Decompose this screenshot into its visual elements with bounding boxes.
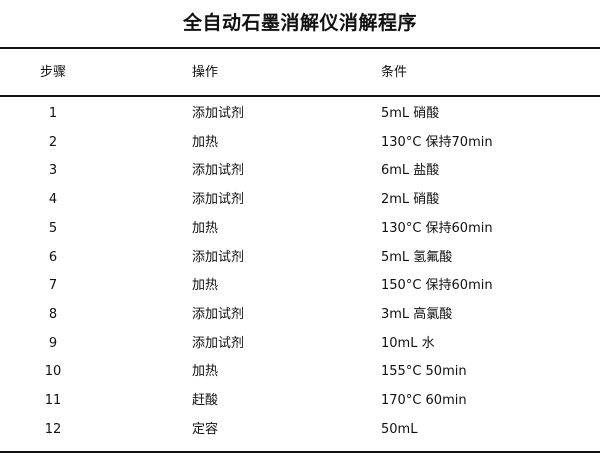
- header-rule: [0, 95, 600, 97]
- cell-operation: 添加试剂: [192, 249, 245, 265]
- header-condition: 条件: [381, 65, 408, 80]
- cell-condition: 50mL: [381, 421, 418, 437]
- table-row: 8 添加试剂 3mL 高氯酸: [0, 305, 600, 325]
- cell-condition: 3mL 高氯酸: [381, 306, 453, 322]
- cell-step: 4: [48, 192, 58, 208]
- cell-step: 10: [44, 364, 62, 380]
- cell-condition: 170°C 60min: [381, 393, 467, 408]
- table-row: 10 加热 155°C 50min: [0, 362, 600, 382]
- top-rule: [0, 47, 600, 49]
- cell-condition: 150°C 保持60min: [381, 278, 493, 294]
- cell-operation: 赶酸: [192, 393, 219, 408]
- table-row: 1 添加试剂 5mL 硝酸: [0, 104, 600, 124]
- cell-step: 11: [44, 393, 62, 408]
- cell-operation: 添加试剂: [192, 306, 245, 322]
- cell-operation: 加热: [192, 134, 219, 150]
- cell-operation: 添加试剂: [192, 335, 245, 351]
- table-row: 6 添加试剂 5mL 氢氟酸: [0, 248, 600, 268]
- bottom-rule: [0, 451, 600, 453]
- cell-condition: 10mL 水: [381, 335, 435, 351]
- cell-operation: 加热: [192, 220, 219, 236]
- cell-step: 12: [44, 421, 62, 437]
- cell-step: 2: [48, 134, 58, 150]
- table-row: 4 添加试剂 2mL 硝酸: [0, 190, 600, 210]
- table-row: 9 添加试剂 10mL 水: [0, 334, 600, 354]
- cell-operation: 添加试剂: [192, 163, 245, 179]
- table-row: 5 加热 130°C 保持60min: [0, 219, 600, 239]
- table-row: 2 加热 130°C 保持70min: [0, 133, 600, 153]
- cell-step: 8: [48, 306, 58, 322]
- table-title: 全自动石墨消解仪消解程序: [182, 12, 417, 34]
- cell-condition: 5mL 氢氟酸: [381, 249, 453, 265]
- cell-condition: 155°C 50min: [381, 364, 467, 380]
- cell-step: 9: [48, 335, 58, 351]
- cell-step: 1: [48, 106, 58, 121]
- table-row: 12 定容 50mL: [0, 420, 600, 440]
- table-row: 3 添加试剂 6mL 盐酸: [0, 161, 600, 181]
- header-step: 步骤: [39, 65, 66, 80]
- cell-condition: 130°C 保持70min: [381, 134, 493, 150]
- cell-operation: 加热: [192, 278, 219, 294]
- cell-step: 7: [48, 278, 58, 294]
- cell-step: 6: [48, 249, 58, 265]
- table-header: 步骤 操作 条件: [0, 63, 600, 83]
- cell-step: 3: [48, 163, 58, 179]
- table-row: 11 赶酸 170°C 60min: [0, 391, 600, 411]
- cell-operation: 加热: [192, 364, 219, 380]
- cell-step: 5: [48, 220, 58, 236]
- cell-operation: 添加试剂: [192, 192, 245, 208]
- cell-condition: 2mL 硝酸: [381, 192, 440, 208]
- cell-operation: 添加试剂: [192, 106, 245, 121]
- header-operation: 操作: [192, 65, 219, 80]
- cell-condition: 5mL 硝酸: [381, 106, 440, 121]
- table-row: 7 加热 150°C 保持60min: [0, 276, 600, 296]
- cell-operation: 定容: [192, 421, 219, 437]
- cell-condition: 6mL 盐酸: [381, 163, 440, 179]
- cell-condition: 130°C 保持60min: [381, 220, 493, 236]
